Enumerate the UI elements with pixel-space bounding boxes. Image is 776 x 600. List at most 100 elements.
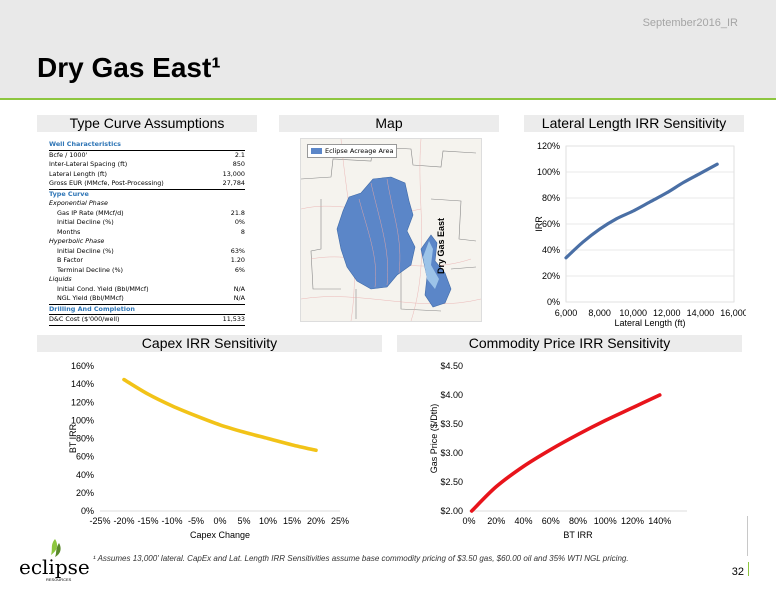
assumption-label: NGL Yield (Bbl/MMcf) bbox=[57, 294, 124, 302]
assumption-row: Exponential Phase bbox=[49, 199, 245, 209]
dry-gas-east-area bbox=[423, 241, 439, 289]
assumption-label: Initial Cond. Yield (Bbl/MMcf) bbox=[57, 284, 149, 293]
panel-header-map: Map bbox=[279, 115, 499, 132]
y-tick-label: 20% bbox=[76, 488, 94, 498]
map-legend-label: Eclipse Acreage Area bbox=[325, 147, 394, 155]
x-tick-label: 20% bbox=[487, 516, 505, 526]
x-tick-label: 15% bbox=[283, 516, 301, 526]
x-tick-label: -10% bbox=[161, 516, 182, 526]
x-tick-label: -5% bbox=[188, 516, 204, 526]
panel-header-assumptions: Type Curve Assumptions bbox=[37, 115, 257, 132]
y-tick-label: 40% bbox=[76, 470, 94, 480]
assumption-value: 850 bbox=[232, 160, 245, 168]
assumption-value: 27,784 bbox=[222, 179, 245, 187]
x-tick-label: 25% bbox=[331, 516, 349, 526]
y-tick-label: 140% bbox=[71, 379, 94, 389]
assumption-row: Lateral Length (ft) 13,000 bbox=[49, 170, 245, 180]
assumption-row: Initial Cond. Yield (Bbl/MMcf) N/A bbox=[49, 285, 245, 295]
assumption-value: 1.20 bbox=[230, 256, 245, 264]
x-axis-label: Lateral Length (ft) bbox=[614, 318, 685, 328]
x-tick-label: 10% bbox=[259, 516, 277, 526]
assumption-value: 13,000 bbox=[222, 169, 245, 178]
assumption-label: Drilling And Completion bbox=[49, 304, 135, 313]
assumption-row: Drilling And Completion bbox=[49, 305, 245, 315]
legend-swatch bbox=[311, 148, 322, 154]
assumption-row: B Factor 1.20 bbox=[49, 256, 245, 266]
y-tick-label: 100% bbox=[71, 415, 94, 425]
x-tick-label: 140% bbox=[648, 516, 671, 526]
assumption-label: B Factor bbox=[57, 256, 83, 264]
panel-header-commodity: Commodity Price IRR Sensitivity bbox=[397, 335, 742, 352]
y-tick-label: $4.50 bbox=[440, 361, 463, 371]
logo-flame-icon bbox=[51, 539, 61, 557]
y-axis-label: IRR bbox=[534, 216, 544, 232]
map-panel: Dry Gas East Eclipse Acreage Area bbox=[300, 138, 482, 322]
assumption-value: 21.8 bbox=[230, 208, 245, 217]
assumption-label: Liquids bbox=[49, 275, 72, 283]
y-tick-label: 60% bbox=[542, 219, 560, 229]
assumption-value: N/A bbox=[233, 294, 245, 302]
eclipse-logo: eclipse RESOURCES bbox=[17, 533, 90, 582]
x-tick-label: 8,000 bbox=[588, 308, 611, 318]
x-tick-label: 120% bbox=[621, 516, 644, 526]
x-tick-label: 60% bbox=[542, 516, 560, 526]
assumption-label: Initial Decline (%) bbox=[57, 246, 114, 255]
assumption-label: Months bbox=[57, 227, 81, 236]
chart-commodity: $2.00 $2.50 $3.00 $3.50 $4.00 $4.50 0% 20% 40% 60… bbox=[429, 361, 687, 540]
assumption-row: Months 8 bbox=[49, 228, 245, 238]
series-line bbox=[469, 393, 662, 513]
page-title: Dry Gas East¹ bbox=[37, 52, 221, 83]
assumption-row: Terminal Decline (%) 6% bbox=[49, 266, 245, 276]
y-tick-label: 120% bbox=[537, 141, 560, 151]
assumption-row: Gross EUR (MMcfe, Post-Processing) 27,784 bbox=[49, 179, 245, 190]
assumption-row: NGL Yield (Bbl/MMcf) N/A bbox=[49, 294, 245, 305]
assumption-label: Inter-Lateral Spacing (ft) bbox=[49, 160, 128, 168]
acreage-area-main bbox=[336, 176, 416, 290]
x-tick-label: -20% bbox=[113, 516, 134, 526]
series-line bbox=[564, 162, 719, 260]
x-tick-label: 0% bbox=[213, 516, 226, 526]
y-tick-label: $2.00 bbox=[440, 506, 463, 516]
assumption-label: Terminal Decline (%) bbox=[57, 265, 124, 274]
x-tick-label: 40% bbox=[514, 516, 532, 526]
y-axis-label: BT IRR bbox=[68, 423, 78, 453]
assumption-row: D&C Cost ($'000/well) 11,533 bbox=[49, 314, 245, 326]
x-tick-label: 100% bbox=[594, 516, 617, 526]
assumption-value: 0% bbox=[234, 218, 245, 226]
document-tag: September2016_IR bbox=[642, 17, 738, 29]
y-tick-label: $3.00 bbox=[440, 448, 463, 458]
x-tick-label: -15% bbox=[137, 516, 158, 526]
assumption-value: 8 bbox=[240, 227, 245, 236]
footnote: ¹ Assumes 13,000' lateral. CapEx and Lat… bbox=[93, 554, 629, 563]
assumption-value: 6% bbox=[234, 265, 245, 274]
x-tick-label: -25% bbox=[89, 516, 110, 526]
assumption-value: 2.1 bbox=[234, 150, 245, 159]
x-tick-label: 12,000 bbox=[653, 308, 681, 318]
assumption-label: Well Characteristics bbox=[49, 140, 121, 148]
map-legend: Eclipse Acreage Area bbox=[307, 144, 397, 158]
y-tick-label: 160% bbox=[71, 361, 94, 371]
x-axis-label: BT IRR bbox=[563, 530, 593, 540]
x-tick-label: 14,000 bbox=[687, 308, 715, 318]
y-tick-label: 80% bbox=[76, 434, 94, 444]
y-tick-label: $2.50 bbox=[440, 477, 463, 487]
assumption-row: Type Curve bbox=[49, 190, 245, 200]
assumption-label: Initial Decline (%) bbox=[57, 218, 114, 226]
assumption-label: Exponential Phase bbox=[49, 199, 108, 207]
x-axis-label: Capex Change bbox=[190, 530, 250, 540]
assumption-value: 11,533 bbox=[222, 315, 245, 323]
y-tick-label: 0% bbox=[81, 506, 94, 516]
x-tick-label: 80% bbox=[569, 516, 587, 526]
panel-header-capex: Capex IRR Sensitivity bbox=[37, 335, 382, 352]
panel-header-lateral: Lateral Length IRR Sensitivity bbox=[524, 115, 744, 132]
y-tick-label: 80% bbox=[542, 193, 560, 203]
footer-divider bbox=[747, 516, 748, 556]
x-tick-label: 20% bbox=[307, 516, 325, 526]
logo-text: eclipse bbox=[19, 555, 90, 579]
chart-capex: 0%20%40%60%80%100%120%140%160%-25% -20% -1… bbox=[68, 361, 349, 540]
y-tick-label: $3.50 bbox=[440, 419, 463, 429]
y-tick-label: 60% bbox=[76, 452, 94, 462]
assumption-row: Bcfe / 1000' 2.1 bbox=[49, 151, 245, 161]
header-band bbox=[0, 0, 776, 98]
x-tick-label: 16,000 bbox=[720, 308, 746, 318]
